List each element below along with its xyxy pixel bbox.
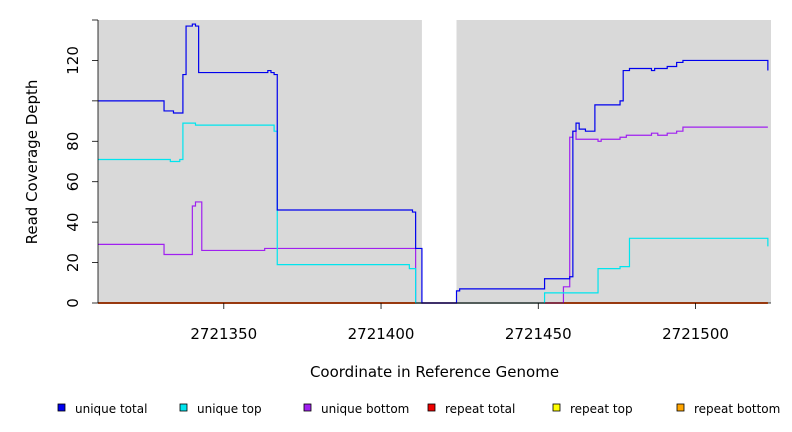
legend-swatch-repeat-top xyxy=(552,403,561,412)
legend-swatch-repeat-bottom xyxy=(676,403,685,412)
legend-swatch-unique-bottom xyxy=(303,403,312,412)
series-line-unique-top xyxy=(98,122,769,304)
x-axis-label: Coordinate in Reference Genome xyxy=(310,363,559,381)
x-tick-label: 2721350 xyxy=(190,325,257,343)
legend-label-repeat-bottom: repeat bottom xyxy=(694,402,780,416)
y-tick-label: 0 xyxy=(64,298,82,308)
y-tick-label: 120 xyxy=(64,46,82,75)
series-line-unique-total xyxy=(98,23,769,304)
x-axis-ticks: 2721350 2721400 2721450 2721500 xyxy=(190,303,729,343)
y-tick-label: 60 xyxy=(64,172,82,191)
y-axis-ticks: 0 20 40 60 80 120 xyxy=(64,19,98,308)
y-tick-label: 40 xyxy=(64,213,82,232)
legend-label-repeat-top: repeat top xyxy=(570,402,633,416)
x-tick-label: 2721450 xyxy=(505,325,572,343)
legend-swatch-repeat-total xyxy=(427,403,436,412)
legend: unique total unique top unique bottom repea… xyxy=(57,402,780,416)
coverage-gap xyxy=(421,20,457,303)
x-tick-label: 2721400 xyxy=(348,325,415,343)
y-tick-label: 20 xyxy=(64,253,82,272)
legend-label-unique-top: unique top xyxy=(197,402,262,416)
y-axis-label: Read Coverage Depth xyxy=(23,80,41,245)
legend-label-unique-bottom: unique bottom xyxy=(321,402,409,416)
legend-label-unique-total: unique total xyxy=(75,402,147,416)
legend-swatch-unique-total xyxy=(57,403,66,412)
legend-label-repeat-total: repeat total xyxy=(445,402,515,416)
x-tick-label: 2721500 xyxy=(662,325,729,343)
y-tick-label: 80 xyxy=(64,132,82,151)
legend-swatch-unique-top xyxy=(179,403,188,412)
